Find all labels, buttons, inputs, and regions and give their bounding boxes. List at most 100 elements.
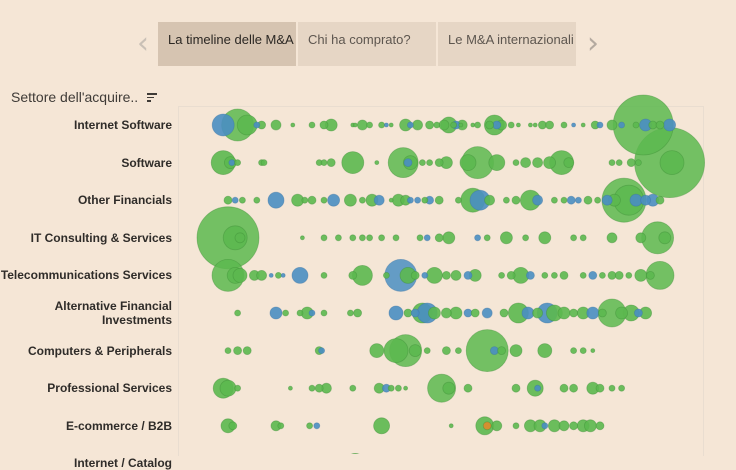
data-bubble[interactable] bbox=[558, 420, 570, 432]
data-bubble[interactable] bbox=[569, 383, 578, 393]
data-bubble[interactable] bbox=[387, 384, 395, 392]
data-bubble[interactable] bbox=[423, 347, 431, 355]
data-bubble[interactable] bbox=[277, 422, 285, 430]
data-bubble[interactable] bbox=[488, 154, 506, 172]
data-bubble[interactable] bbox=[583, 195, 593, 205]
data-bubble[interactable] bbox=[441, 346, 451, 356]
data-bubble[interactable] bbox=[356, 119, 368, 131]
data-bubble[interactable] bbox=[434, 195, 444, 205]
data-bubble[interactable] bbox=[373, 417, 391, 435]
data-bubble[interactable] bbox=[498, 271, 506, 279]
data-bubble[interactable] bbox=[438, 119, 450, 131]
data-bubble[interactable] bbox=[491, 420, 503, 432]
data-bubble[interactable] bbox=[551, 271, 558, 279]
data-bubble[interactable] bbox=[352, 122, 358, 128]
data-bubble[interactable] bbox=[228, 159, 236, 167]
data-bubble[interactable] bbox=[382, 271, 390, 279]
data-bubble[interactable] bbox=[269, 306, 283, 320]
data-bubble[interactable] bbox=[489, 346, 499, 356]
data-bubble[interactable] bbox=[632, 121, 640, 129]
data-bubble[interactable] bbox=[308, 121, 316, 129]
data-bubble[interactable] bbox=[470, 308, 480, 318]
data-bubble[interactable] bbox=[483, 234, 491, 242]
data-bubble[interactable] bbox=[595, 383, 605, 393]
data-bubble[interactable] bbox=[534, 384, 541, 392]
data-bubble[interactable] bbox=[440, 307, 452, 319]
data-bubble[interactable] bbox=[314, 383, 324, 393]
data-bubble[interactable] bbox=[327, 193, 341, 207]
data-bubble[interactable] bbox=[223, 195, 233, 205]
data-bubble[interactable] bbox=[579, 347, 587, 355]
data-bubble[interactable] bbox=[253, 121, 261, 129]
data-bubble[interactable] bbox=[320, 159, 328, 167]
data-bubble[interactable] bbox=[320, 309, 328, 317]
data-bubble[interactable] bbox=[425, 266, 443, 284]
data-bubble[interactable] bbox=[408, 344, 422, 358]
data-bubble[interactable] bbox=[427, 373, 457, 403]
data-bubble[interactable] bbox=[421, 196, 429, 204]
data-bubble[interactable] bbox=[234, 232, 246, 244]
data-bubble[interactable] bbox=[433, 121, 441, 129]
data-bubble[interactable] bbox=[663, 118, 676, 132]
data-bubble[interactable] bbox=[392, 234, 400, 242]
data-bubble[interactable] bbox=[608, 159, 616, 167]
data-bubble[interactable] bbox=[353, 308, 363, 318]
data-bubble[interactable] bbox=[634, 268, 648, 282]
data-bubble[interactable] bbox=[348, 270, 358, 280]
data-bubble[interactable] bbox=[388, 305, 404, 321]
data-bubble[interactable] bbox=[253, 196, 261, 204]
data-bubble[interactable] bbox=[520, 157, 531, 169]
data-bubble[interactable] bbox=[358, 196, 366, 204]
data-bubble[interactable] bbox=[425, 120, 435, 130]
data-bubble[interactable] bbox=[569, 308, 578, 318]
data-bubble[interactable] bbox=[482, 421, 492, 431]
data-bubble[interactable] bbox=[256, 269, 268, 281]
data-bubble[interactable] bbox=[387, 147, 419, 179]
data-bubble[interactable] bbox=[308, 384, 316, 392]
data-bubble[interactable] bbox=[234, 384, 242, 392]
data-bubble[interactable] bbox=[648, 120, 658, 130]
data-bubble[interactable] bbox=[346, 309, 354, 317]
data-bubble[interactable] bbox=[584, 419, 597, 433]
data-bubble[interactable] bbox=[291, 266, 309, 284]
data-bubble[interactable] bbox=[454, 347, 462, 355]
data-bubble[interactable] bbox=[418, 159, 426, 167]
data-bubble[interactable] bbox=[421, 271, 429, 279]
data-bubble[interactable] bbox=[320, 234, 328, 242]
data-bubble[interactable] bbox=[557, 306, 571, 320]
data-bubble[interactable] bbox=[383, 122, 389, 128]
data-bubble[interactable] bbox=[326, 158, 336, 168]
data-bubble[interactable] bbox=[588, 270, 598, 280]
data-bubble[interactable] bbox=[580, 122, 586, 128]
data-bubble[interactable] bbox=[274, 271, 282, 279]
data-bubble[interactable] bbox=[559, 383, 569, 393]
data-bubble[interactable] bbox=[459, 154, 477, 172]
data-bubble[interactable] bbox=[545, 120, 554, 130]
data-bubble[interactable] bbox=[450, 121, 458, 129]
data-bubble[interactable] bbox=[442, 231, 456, 245]
data-bubble[interactable] bbox=[571, 122, 576, 128]
data-bubble[interactable] bbox=[634, 308, 643, 318]
data-bubble[interactable] bbox=[414, 196, 422, 204]
data-bubble[interactable] bbox=[626, 158, 636, 168]
data-bubble[interactable] bbox=[598, 308, 607, 318]
data-bubble[interactable] bbox=[334, 234, 342, 242]
data-bubble[interactable] bbox=[526, 270, 535, 280]
data-bubble[interactable] bbox=[601, 194, 613, 206]
data-bubble[interactable] bbox=[522, 234, 529, 242]
data-bubble[interactable] bbox=[442, 381, 456, 395]
data-bubble[interactable] bbox=[242, 346, 252, 356]
tab-ma-internazionali[interactable]: Le M&A internazionali bbox=[438, 22, 576, 66]
data-bubble[interactable] bbox=[570, 234, 577, 242]
data-bubble[interactable] bbox=[614, 270, 624, 280]
data-bubble[interactable] bbox=[606, 232, 618, 244]
data-bubble[interactable] bbox=[618, 121, 625, 129]
data-bubble[interactable] bbox=[497, 346, 507, 356]
data-bubble[interactable] bbox=[366, 121, 374, 129]
data-bubble[interactable] bbox=[566, 195, 576, 205]
data-bubble[interactable] bbox=[441, 270, 451, 280]
data-bubble[interactable] bbox=[318, 347, 326, 355]
data-bubble[interactable] bbox=[233, 346, 243, 356]
data-bubble[interactable] bbox=[586, 306, 600, 320]
data-bubble[interactable] bbox=[301, 196, 309, 204]
